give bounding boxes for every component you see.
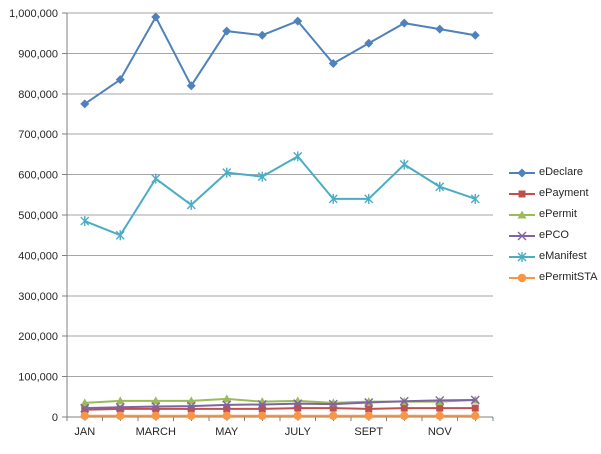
y-tick-label: 800,000 [18,89,58,101]
gridlines [67,12,493,378]
x-marker-icon [509,231,535,240]
y-tick-label: 0 [52,412,58,424]
square-marker-icon [509,190,535,197]
y-tick-label: 1,000,000 [9,8,58,20]
x-tick-label: NOV [428,426,453,438]
y-tick-label: 500,000 [18,210,58,222]
x-tick-label: SEPT [354,426,383,438]
y-tick-label: 600,000 [18,170,58,182]
legend-item-ePermit: ePermit [508,204,597,225]
legend-item-eManifest: eManifest [508,246,597,267]
y-axis-labels: 0 100,000 200,000 300,000 400,000 500,000 600,… [9,8,58,424]
diamond-marker-icon [509,168,535,177]
triangle-marker-icon [509,210,535,218]
x-tick-label: MAY [215,426,239,438]
series-eManifest [80,151,480,241]
series-ePermitSTA [80,411,480,420]
x-tick-label: MARCH [136,426,176,438]
x-tick-label: JAN [74,426,95,438]
legend-label: eDeclare [539,166,584,178]
legend-label: eManifest [539,250,587,262]
x-axis-labels: JAN MARCH MAY JULY SEPT NOV [74,426,452,438]
y-tick-label: 400,000 [18,250,58,262]
legend-label: ePermit [539,208,577,220]
y-tick-label: 200,000 [18,331,58,343]
series-eDeclare [80,12,480,109]
legend-label: ePayment [539,187,589,199]
y-tick-label: 700,000 [18,129,58,141]
y-tick-label: 300,000 [18,291,58,303]
legend-label: ePCO [539,229,569,241]
legend-item-ePCO: ePCO [508,225,597,246]
legend-item-eDeclare: eDeclare [508,162,597,183]
circle-marker-icon [509,273,535,282]
asterisk-marker-icon [509,251,535,262]
series-ePayment [81,404,479,414]
y-tick-label: 100,000 [18,372,58,384]
x-tick-label: JULY [285,426,312,438]
y-tick-label: 900,000 [18,48,58,60]
axes [62,12,494,421]
legend-label: ePermitSTA [539,271,598,283]
chart-legend: eDeclare ePayment ePermit ePCO eManifest ePer… [508,162,597,288]
legend-item-ePayment: ePayment [508,183,597,204]
legend-item-ePermitSTA: ePermitSTA [508,267,597,288]
series-ePCO [80,395,480,413]
